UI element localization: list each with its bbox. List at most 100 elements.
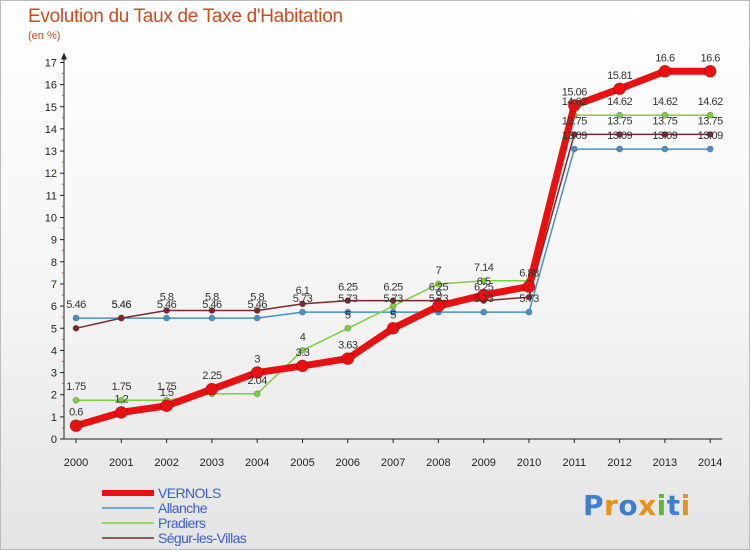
data-label: 5.73 [383,293,403,305]
data-point [706,145,714,153]
data-label: 13.09 [607,130,632,142]
y-tick-label: 1 [51,412,57,424]
data-point [658,64,672,78]
data-label: 5 [345,309,351,321]
y-tick-label: 7 [51,279,57,291]
data-point [434,280,442,288]
data-label: 14.62 [698,96,723,108]
data-label: 5 [390,309,396,321]
data-label: 6 [436,287,442,299]
data-point [253,307,261,314]
data-point [661,131,669,138]
data-point [525,293,533,301]
x-tick-label: 2012 [607,457,631,469]
data-point [114,406,128,419]
data-label: 7.14 [474,262,494,274]
data-label: 6.5 [477,276,491,288]
data-label: 5.73 [293,293,313,305]
data-label: 7 [436,265,442,277]
data-point [616,131,623,138]
data-label: 13.75 [607,115,632,127]
x-tick-label: 2003 [200,457,224,469]
data-label: 5.73 [429,293,449,305]
data-label: 16.6 [655,52,675,64]
data-label: 1.5 [160,387,174,399]
data-point [160,399,174,413]
data-point [208,314,216,322]
data-point [208,307,216,314]
data-point [570,145,578,153]
x-tick-label: 2002 [154,457,178,469]
data-point [117,314,125,322]
data-label: 3.3 [296,347,310,359]
logo-letter: i [680,489,691,522]
data-label: 5.73 [338,293,358,305]
y-tick-label: 15 [45,102,57,114]
logo-letter: o [618,489,639,522]
x-tick-label: 2004 [245,457,269,469]
data-label: 1.75 [157,381,177,393]
x-tick-label: 2009 [471,457,495,469]
chart-title: Evolution du Taux de Taxe d'Habitation [28,6,343,27]
data-label: 5.46 [112,299,132,311]
data-point [616,111,623,119]
data-label: 13.75 [652,115,677,127]
data-point [522,280,536,294]
data-label: 5.8 [250,292,264,304]
y-tick-label: 0 [51,434,57,446]
data-label: 14.62 [607,96,632,108]
data-label: 13.75 [698,115,723,127]
y-tick-label: 2 [51,390,57,402]
data-label: 5.73 [474,293,494,305]
data-point [661,111,669,119]
data-label: 15.81 [607,70,632,82]
y-tick-label: 5 [51,323,57,335]
data-point [386,321,400,335]
y-tick-label: 13 [45,146,57,158]
logo-letter: r [604,489,619,522]
x-tick-label: 2011 [562,457,586,469]
data-point [570,131,578,138]
legend-label: Ségur-les-Villas [158,530,247,546]
data-label: 13.09 [562,130,587,142]
y-tick-label: 14 [45,124,57,136]
data-point [525,308,533,316]
logo-letter: t [666,489,681,522]
data-point [69,419,83,433]
data-label: 2.25 [202,370,222,382]
data-label: 16.6 [700,52,720,64]
y-tick-label: 9 [51,235,57,247]
data-label: 5.46 [66,299,86,311]
logo-letter: x [638,489,657,522]
data-label: 5.73 [519,293,539,305]
data-point [480,308,488,316]
data-label: 13.75 [562,115,587,127]
data-point [299,308,306,316]
x-tick-label: 2006 [336,457,360,469]
data-point [205,382,219,396]
data-point [72,396,80,404]
data-point [253,390,261,398]
data-point [299,346,306,354]
logo-letter: P [583,489,605,522]
data-label: 3.63 [338,340,358,352]
legend-label: Allanche [158,500,208,516]
data-point [250,366,264,379]
data-label: 6.25 [338,282,358,294]
data-point [163,307,171,314]
proxiti-logo: Proxiti [583,489,691,522]
data-label: 3 [254,354,260,366]
x-tick-label: 2001 [109,457,133,469]
data-point [72,314,80,322]
data-point [344,297,352,304]
data-label: 13.09 [652,130,677,142]
x-tick-label: 2008 [426,457,450,469]
data-point [117,396,125,404]
y-tick-label: 12 [45,168,57,180]
y-tick-label: 3 [51,368,57,380]
data-point [477,288,491,302]
data-point [480,277,488,285]
x-tick-label: 2010 [517,457,541,469]
data-label: 15.06 [562,86,587,98]
